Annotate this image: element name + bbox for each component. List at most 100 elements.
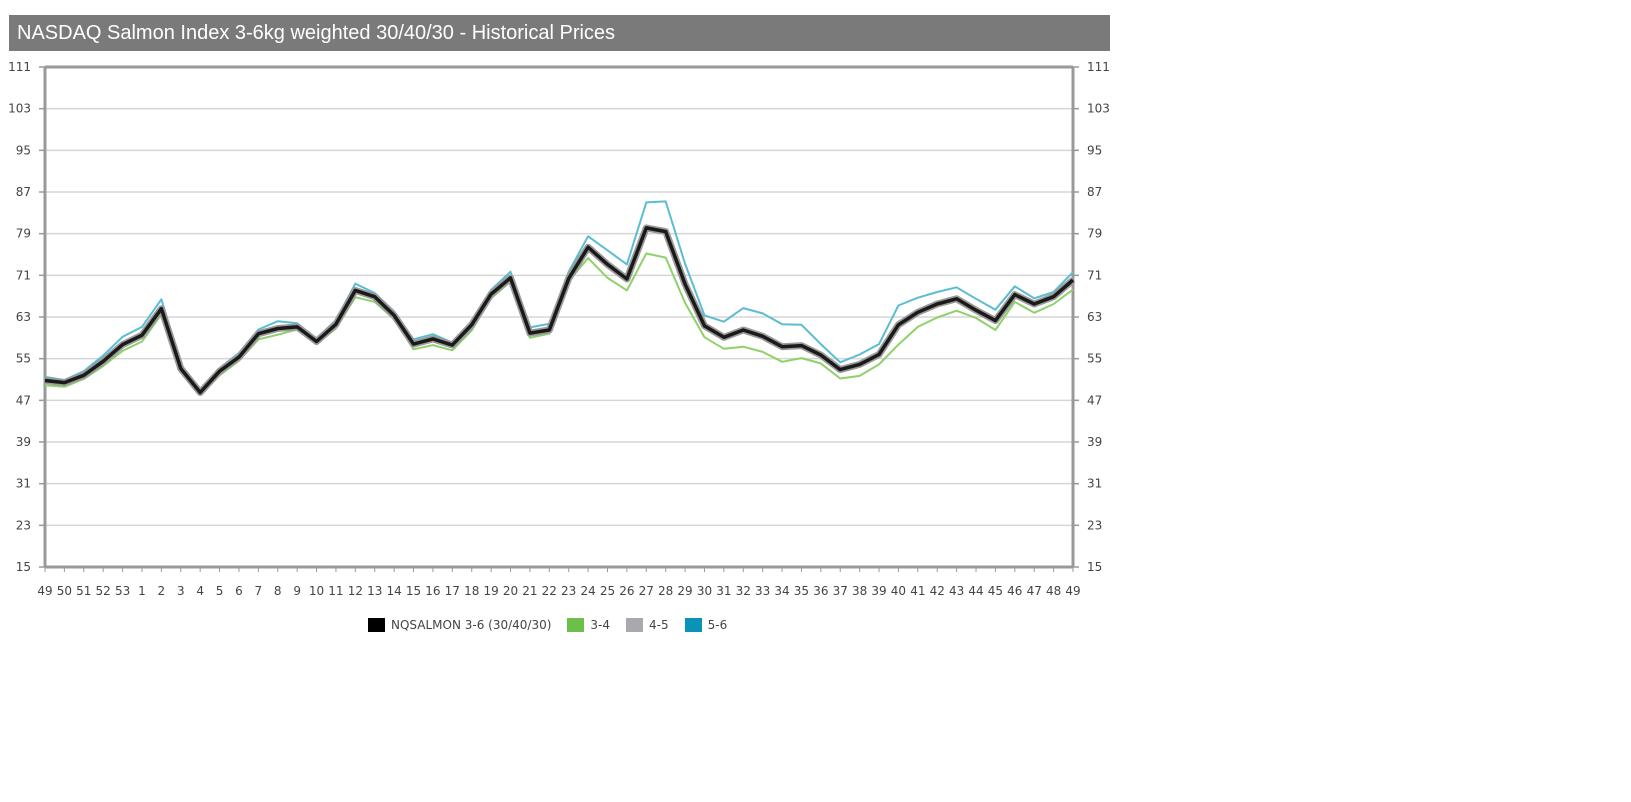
x-tick-label: 22 bbox=[542, 584, 557, 598]
y-tick-label: 111 bbox=[1087, 60, 1110, 74]
y-axis-right-ticks: 15 23 31 39 47 55 63 71 79 87 95 103 111 bbox=[1087, 60, 1110, 574]
x-tick-label: 25 bbox=[600, 584, 615, 598]
x-tick-label: 38 bbox=[852, 584, 867, 598]
x-tick-label: 15 bbox=[406, 584, 421, 598]
y-tick-label: 71 bbox=[16, 268, 31, 282]
y-tick-label: 95 bbox=[16, 143, 31, 157]
x-tick-label: 16 bbox=[425, 584, 440, 598]
y-tick-label: 47 bbox=[1087, 393, 1102, 407]
x-tick-label: 37 bbox=[833, 584, 848, 598]
x-tick-label: 21 bbox=[522, 584, 537, 598]
x-tick-label: 20 bbox=[503, 584, 518, 598]
y-tick-label: 15 bbox=[1087, 560, 1102, 574]
x-tick-label: 17 bbox=[445, 584, 460, 598]
y-tick-label: 95 bbox=[1087, 143, 1102, 157]
x-tick-label: 10 bbox=[309, 584, 324, 598]
x-tick-label: 18 bbox=[464, 584, 479, 598]
y-tick-label: 31 bbox=[1087, 477, 1102, 491]
x-tick-label: 32 bbox=[736, 584, 751, 598]
y-tick-label: 15 bbox=[16, 560, 31, 574]
x-tick-label: 3 bbox=[177, 584, 185, 598]
x-tick-label: 49 bbox=[1065, 584, 1080, 598]
x-tick-label: 9 bbox=[293, 584, 301, 598]
y-tick-label: 47 bbox=[16, 393, 31, 407]
x-tick-label: 28 bbox=[658, 584, 673, 598]
x-tick-label: 51 bbox=[76, 584, 91, 598]
x-tick-label: 26 bbox=[619, 584, 634, 598]
x-tick-label: 1 bbox=[138, 584, 146, 598]
x-tick-label: 23 bbox=[561, 584, 576, 598]
y-tick-label: 63 bbox=[1087, 310, 1102, 324]
y-tick-label: 79 bbox=[1087, 227, 1102, 241]
x-tick-label: 40 bbox=[891, 584, 906, 598]
x-tick-label: 33 bbox=[755, 584, 770, 598]
chart-title: NASDAQ Salmon Index 3-6kg weighted 30/40… bbox=[9, 15, 1110, 51]
x-tick-label: 48 bbox=[1046, 584, 1061, 598]
y-tick-label: 23 bbox=[1087, 518, 1102, 532]
y-tick-label: 103 bbox=[1087, 102, 1110, 116]
x-tick-label: 53 bbox=[115, 584, 130, 598]
series-lines bbox=[44, 200, 1076, 397]
x-tick-label: 13 bbox=[367, 584, 382, 598]
y-tick-label: 111 bbox=[8, 60, 31, 74]
x-tick-label: 31 bbox=[716, 584, 731, 598]
legend-label: 5-6 bbox=[707, 618, 728, 632]
x-tick-label: 35 bbox=[794, 584, 809, 598]
x-tick-label: 49 bbox=[37, 584, 52, 598]
y-tick-label: 39 bbox=[16, 435, 31, 449]
y-tick-label: 71 bbox=[1087, 268, 1102, 282]
x-tick-label: 41 bbox=[910, 584, 925, 598]
x-tick-label: 24 bbox=[580, 584, 595, 598]
legend-label: 4-5 bbox=[649, 618, 669, 632]
x-tick-label: 19 bbox=[483, 584, 498, 598]
x-tick-label: 27 bbox=[639, 584, 654, 598]
x-tick-label: 34 bbox=[774, 584, 789, 598]
x-tick-label: 6 bbox=[235, 584, 243, 598]
y-tick-label: 55 bbox=[16, 352, 31, 366]
x-tick-label: 50 bbox=[57, 584, 72, 598]
x-tick-label: 42 bbox=[930, 584, 945, 598]
series-line-nqsalmon bbox=[44, 226, 1075, 395]
x-axis-ticks: 49 50 51 52 53 1 2 3 4 5 6 7 8 9 10 11 12 13 14 15 16 17 18 19 2… bbox=[37, 584, 1080, 598]
legend-swatch bbox=[684, 618, 702, 632]
x-tick-label: 52 bbox=[96, 584, 111, 598]
y-axis-left-ticks: 15 23 31 39 47 55 63 71 79 87 95 103 111 bbox=[8, 60, 31, 574]
x-tick-label: 5 bbox=[216, 584, 224, 598]
x-tick-label: 4 bbox=[196, 584, 204, 598]
x-tick-label: 30 bbox=[697, 584, 712, 598]
x-tick-label: 43 bbox=[949, 584, 964, 598]
x-tick-label: 11 bbox=[328, 584, 343, 598]
x-tick-label: 29 bbox=[677, 584, 692, 598]
x-tick-label: 2 bbox=[158, 584, 166, 598]
x-tick-label: 12 bbox=[348, 584, 363, 598]
y-tick-label: 31 bbox=[16, 477, 31, 491]
y-tick-label: 87 bbox=[16, 185, 31, 199]
legend-item-5-6[interactable]: 5-6 bbox=[684, 618, 728, 632]
x-tick-label: 14 bbox=[386, 584, 401, 598]
axes bbox=[39, 65, 1079, 572]
legend-item-nqsalmon[interactable]: NQSALMON 3-6 (30/40/30) bbox=[368, 618, 551, 632]
y-tick-label: 87 bbox=[1087, 185, 1102, 199]
y-tick-label: 103 bbox=[8, 102, 31, 116]
x-tick-label: 39 bbox=[871, 584, 886, 598]
legend-item-3-4[interactable]: 3-4 bbox=[567, 618, 610, 632]
y-tick-label: 55 bbox=[1087, 352, 1102, 366]
x-tick-label: 8 bbox=[274, 584, 282, 598]
x-tick-label: 44 bbox=[968, 584, 983, 598]
x-tick-label: 46 bbox=[1007, 584, 1022, 598]
legend-item-4-5[interactable]: 4-5 bbox=[626, 618, 669, 632]
x-tick-label: 47 bbox=[1027, 584, 1042, 598]
y-tick-label: 63 bbox=[16, 310, 31, 324]
y-tick-label: 79 bbox=[16, 227, 31, 241]
legend-swatch bbox=[626, 618, 644, 632]
x-tick-label: 36 bbox=[813, 584, 828, 598]
y-tick-label: 39 bbox=[1087, 435, 1102, 449]
legend-label: NQSALMON 3-6 (30/40/30) bbox=[391, 618, 552, 632]
x-tick-label: 7 bbox=[255, 584, 263, 598]
legend-swatch bbox=[567, 618, 585, 632]
y-tick-label: 23 bbox=[16, 518, 31, 532]
legend-label: 3-4 bbox=[590, 618, 611, 632]
legend-swatch bbox=[368, 618, 385, 632]
x-tick-label: 45 bbox=[988, 584, 1003, 598]
